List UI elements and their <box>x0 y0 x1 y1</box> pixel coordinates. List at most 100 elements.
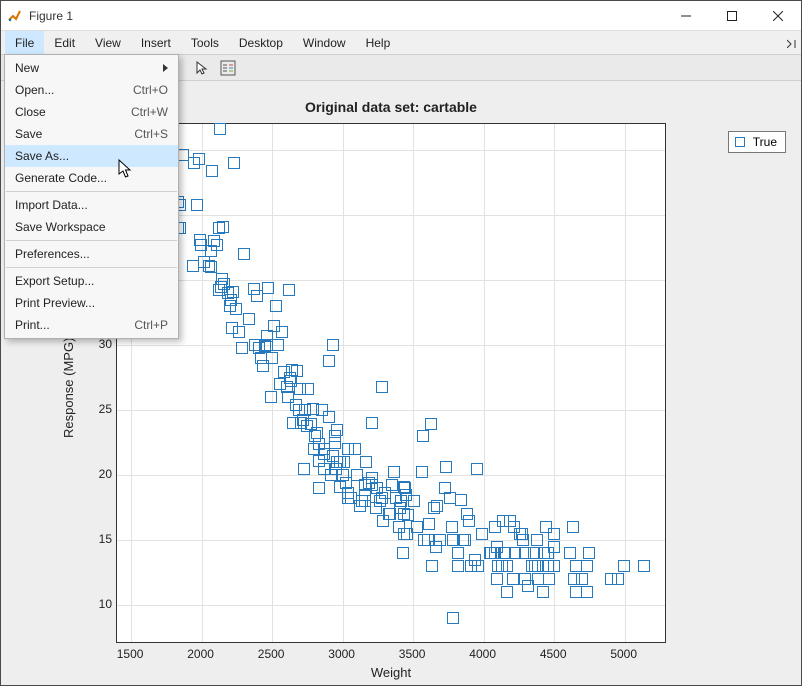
data-marker <box>298 463 310 475</box>
close-button[interactable] <box>755 1 801 31</box>
data-marker <box>408 495 420 507</box>
data-marker <box>191 199 203 211</box>
menu-window[interactable]: Window <box>293 31 356 54</box>
data-marker <box>567 521 579 533</box>
data-marker <box>276 326 288 338</box>
mouse-cursor-icon <box>118 159 134 182</box>
menu-item-generate-code[interactable]: Generate Code... <box>5 167 178 189</box>
menubar-overflow-icon[interactable] <box>787 31 801 54</box>
data-marker <box>233 326 245 338</box>
menu-separator <box>6 267 177 268</box>
gridline-h <box>117 605 665 606</box>
data-marker <box>230 303 242 315</box>
menu-item-print-preview[interactable]: Print Preview... <box>5 292 178 314</box>
data-marker <box>548 560 560 572</box>
data-marker <box>262 282 274 294</box>
x-tick-label: 4500 <box>540 647 567 661</box>
maximize-button[interactable] <box>709 1 755 31</box>
data-marker <box>423 518 435 530</box>
data-marker <box>323 355 335 367</box>
menu-tools[interactable]: Tools <box>181 31 229 54</box>
insert-legend-button[interactable] <box>217 57 239 79</box>
menu-item-save[interactable]: SaveCtrl+S <box>5 123 178 145</box>
axes[interactable] <box>116 123 666 643</box>
menu-item-label: Preferences... <box>15 247 168 261</box>
data-marker <box>291 365 303 377</box>
data-marker <box>618 560 630 572</box>
minimize-button[interactable] <box>663 1 709 31</box>
chart-title: Original data set: cartable <box>116 99 666 115</box>
y-axis-label: Response (MPG) <box>61 338 76 438</box>
menu-item-label: Save <box>15 127 134 141</box>
data-marker <box>217 221 229 233</box>
data-marker <box>388 466 400 478</box>
data-marker <box>531 534 543 546</box>
menu-shortcut: Ctrl+S <box>134 127 168 141</box>
data-marker <box>376 381 388 393</box>
data-marker <box>548 541 560 553</box>
data-marker <box>440 461 452 473</box>
data-marker <box>402 509 414 521</box>
menu-item-label: Open... <box>15 83 133 97</box>
gridline-h <box>117 540 665 541</box>
menu-item-print[interactable]: Print...Ctrl+P <box>5 314 178 336</box>
titlebar: Figure 1 <box>1 1 801 31</box>
data-marker <box>302 383 314 395</box>
menu-item-preferences[interactable]: Preferences... <box>5 243 178 265</box>
data-marker <box>416 466 428 478</box>
menu-item-close[interactable]: CloseCtrl+W <box>5 101 178 123</box>
x-axis-label: Weight <box>116 665 666 680</box>
menu-desktop[interactable]: Desktop <box>229 31 293 54</box>
data-marker <box>501 586 513 598</box>
menu-item-save-workspace[interactable]: Save Workspace <box>5 216 178 238</box>
menu-item-open[interactable]: Open...Ctrl+O <box>5 79 178 101</box>
data-marker <box>431 500 443 512</box>
menu-file[interactable]: File <box>5 31 44 54</box>
gridline-v <box>413 124 414 642</box>
menu-item-label: Save Workspace <box>15 220 168 234</box>
y-tick-label: 30 <box>90 337 112 351</box>
data-marker <box>452 547 464 559</box>
gridline-h <box>117 150 665 151</box>
matlab-icon <box>7 8 23 24</box>
data-marker <box>329 437 341 449</box>
legend[interactable]: True <box>728 131 786 153</box>
data-marker <box>459 534 471 546</box>
menu-item-save-as[interactable]: Save As... <box>5 145 178 167</box>
data-marker <box>537 586 549 598</box>
data-marker <box>228 157 240 169</box>
data-marker <box>425 418 437 430</box>
pointer-tool-button[interactable] <box>191 57 213 79</box>
data-marker <box>491 573 503 585</box>
menu-view[interactable]: View <box>85 31 131 54</box>
menu-item-new[interactable]: New <box>5 57 178 79</box>
data-marker <box>227 286 239 298</box>
menu-help[interactable]: Help <box>356 31 401 54</box>
data-marker <box>193 153 205 165</box>
data-marker <box>206 165 218 177</box>
data-marker <box>447 612 459 624</box>
menu-insert[interactable]: Insert <box>131 31 181 54</box>
data-marker <box>472 560 484 572</box>
menu-shortcut: Ctrl+W <box>131 105 168 119</box>
x-tick-label: 2000 <box>187 647 214 661</box>
data-marker <box>211 239 223 251</box>
data-marker <box>205 261 217 273</box>
data-marker <box>583 547 595 559</box>
data-marker <box>366 417 378 429</box>
data-marker <box>270 300 282 312</box>
data-marker <box>214 123 226 135</box>
y-tick-label: 25 <box>90 402 112 416</box>
y-tick-label: 10 <box>90 597 112 611</box>
data-marker <box>455 494 467 506</box>
menu-item-import-data[interactable]: Import Data... <box>5 194 178 216</box>
x-tick-label: 4000 <box>469 647 496 661</box>
menu-edit[interactable]: Edit <box>44 31 85 54</box>
data-marker <box>327 339 339 351</box>
data-marker <box>507 573 519 585</box>
x-tick-label: 3000 <box>328 647 355 661</box>
data-marker <box>581 586 593 598</box>
gridline-v <box>272 124 273 642</box>
menu-item-export-setup[interactable]: Export Setup... <box>5 270 178 292</box>
submenu-arrow-icon <box>163 64 168 72</box>
